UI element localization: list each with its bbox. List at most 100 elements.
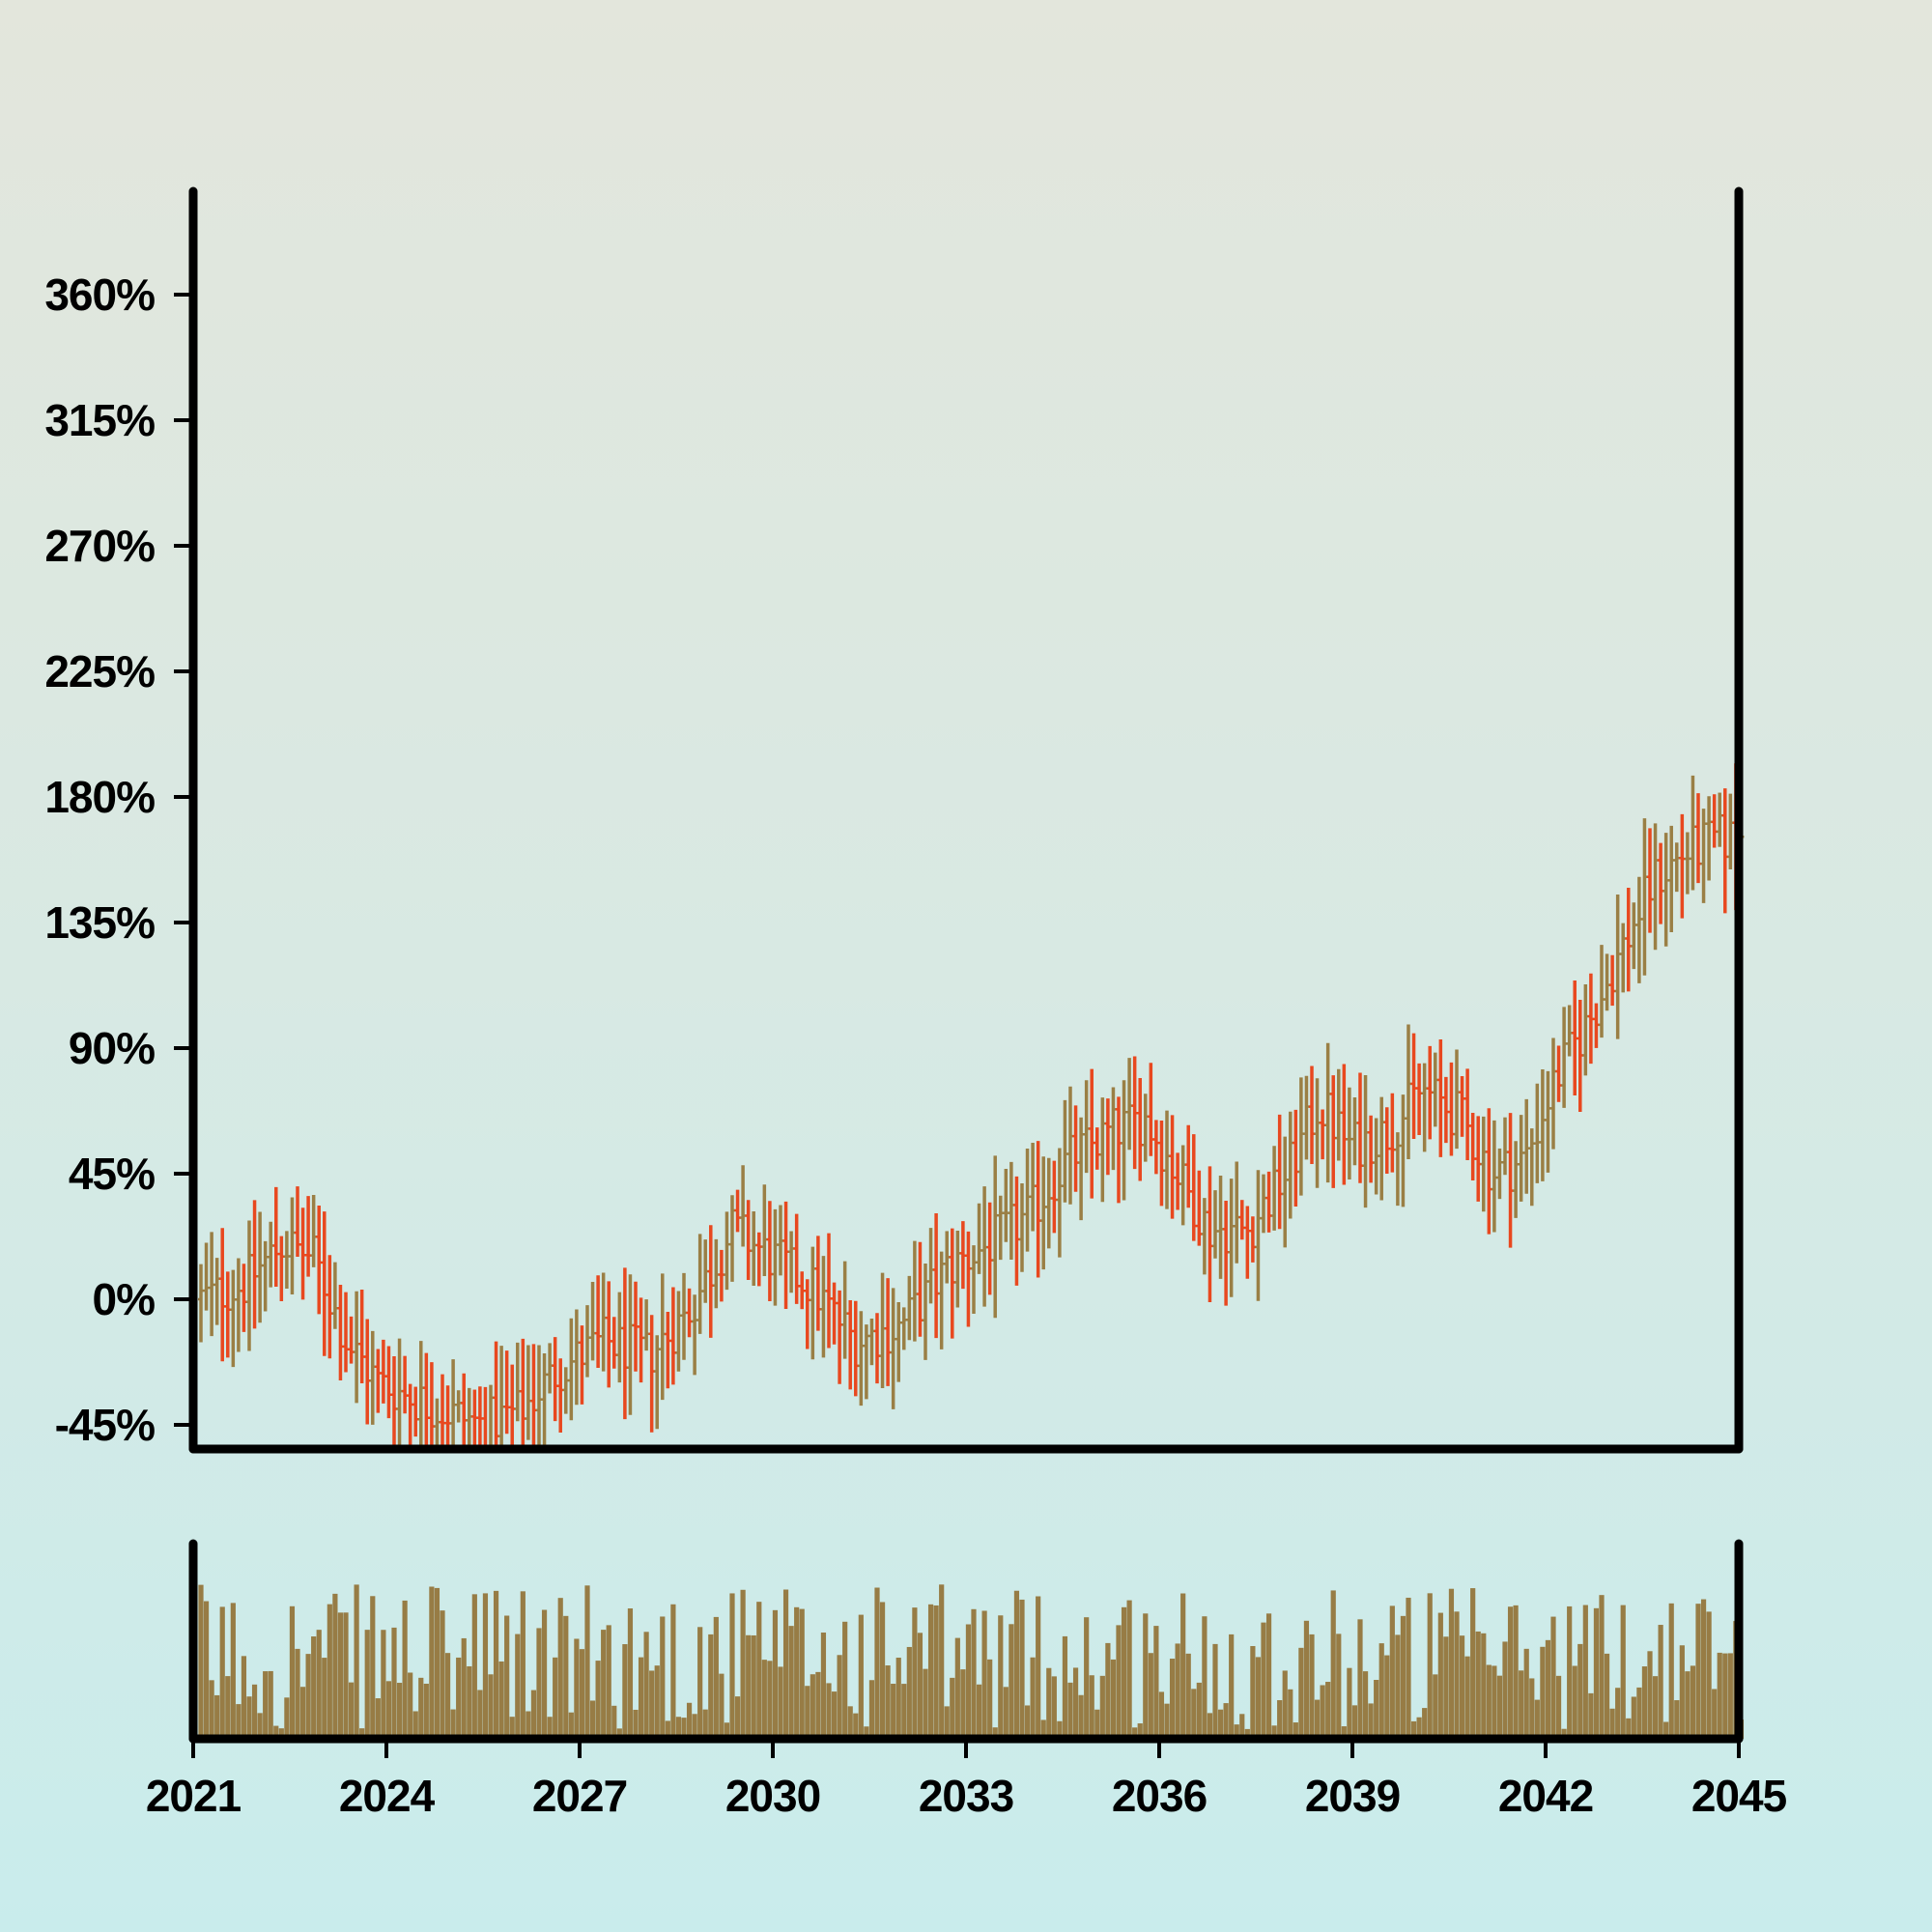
ohlc-bar xyxy=(1297,1077,1304,1196)
volume-bar xyxy=(1099,1675,1105,1739)
volume-bar xyxy=(278,1728,284,1739)
volume-bar xyxy=(1368,1703,1374,1739)
volume-bar xyxy=(563,1615,569,1739)
x-tick-label: 2021 xyxy=(146,1771,242,1821)
ohlc-bar xyxy=(268,1221,274,1288)
ohlc-bar xyxy=(584,1305,590,1378)
volume-bar xyxy=(1143,1613,1149,1739)
ohlc-bar xyxy=(369,1330,376,1425)
ohlc-bar xyxy=(863,1324,869,1400)
ohlc-bar xyxy=(692,1294,698,1376)
volume-bar xyxy=(601,1630,607,1739)
volume-bar xyxy=(799,1608,805,1739)
volume-bar xyxy=(864,1726,869,1739)
ohlc-bar xyxy=(669,1287,676,1385)
ohlc-bar xyxy=(1282,1136,1289,1248)
volume-bar xyxy=(987,1659,993,1739)
ohlc-bar xyxy=(1089,1068,1095,1199)
volume-bar xyxy=(1207,1713,1213,1739)
ohlc-bar xyxy=(847,1300,854,1390)
volume-bar xyxy=(805,1686,810,1739)
volume-bar xyxy=(826,1683,832,1739)
ohlc-bar xyxy=(331,1262,338,1329)
ohlc-bar xyxy=(305,1196,312,1277)
ohlc-bar xyxy=(514,1342,521,1422)
volume-bar xyxy=(348,1682,355,1739)
ohlc-bar xyxy=(1614,894,1621,1039)
ohlc-bar xyxy=(1464,1068,1471,1160)
ohlc-bar xyxy=(820,1256,827,1358)
volume-bar xyxy=(729,1593,735,1739)
ohlc-bar xyxy=(1604,953,1610,1011)
y-tick-label: 0% xyxy=(93,1274,156,1324)
ohlc-bar xyxy=(1421,1063,1428,1152)
volume-bar xyxy=(686,1702,693,1739)
ohlc-bar xyxy=(1706,796,1713,881)
ohlc-bar xyxy=(343,1292,349,1373)
volume-bar xyxy=(992,1727,998,1739)
volume-bar xyxy=(616,1728,622,1739)
ohlc-bar xyxy=(885,1278,892,1386)
ohlc-bar xyxy=(707,1225,714,1338)
volume-bar xyxy=(965,1624,972,1739)
volume-bar xyxy=(1647,1651,1653,1739)
ohlc-bar xyxy=(1406,1024,1411,1159)
ohlc-bar xyxy=(391,1355,397,1449)
ohlc-bar xyxy=(1207,1166,1213,1303)
ohlc-bar xyxy=(589,1282,596,1361)
ohlc-bar xyxy=(1502,1117,1508,1176)
ohlc-bar xyxy=(1566,1005,1573,1057)
volume-bar xyxy=(1089,1675,1094,1739)
ohlc-bar xyxy=(493,1341,499,1449)
volume-bar xyxy=(332,1593,338,1739)
ohlc-bar xyxy=(611,1317,617,1369)
volume-bar xyxy=(1658,1625,1663,1739)
y-tick-label: 45% xyxy=(69,1149,155,1199)
volume-bar xyxy=(1271,1725,1277,1739)
x-tick-label: 2045 xyxy=(1691,1771,1787,1821)
volume-bar xyxy=(461,1637,467,1739)
x-tick-label: 2030 xyxy=(725,1771,820,1821)
volume-bar xyxy=(954,1637,960,1739)
volume-bar xyxy=(842,1621,848,1739)
volume-bar xyxy=(1507,1606,1514,1739)
ohlc-bar xyxy=(1072,1105,1079,1192)
ohlc-bar xyxy=(1593,1003,1600,1048)
ohlc-bar xyxy=(938,1251,945,1350)
volume-bar xyxy=(1325,1682,1331,1739)
volume-bar xyxy=(681,1718,687,1739)
volume-bar xyxy=(1239,1714,1245,1739)
x-tick-label: 2042 xyxy=(1498,1771,1593,1821)
ohlc-bar xyxy=(595,1275,602,1368)
volume-bar xyxy=(927,1604,934,1739)
volume-bar xyxy=(933,1605,939,1739)
ohlc-bar xyxy=(1223,1200,1230,1306)
ohlc-bar xyxy=(1475,1116,1482,1202)
ohlc-bar xyxy=(1271,1146,1278,1231)
volume-bar xyxy=(944,1706,950,1739)
volume-bar xyxy=(214,1694,220,1739)
volume-bar xyxy=(1395,1634,1401,1739)
volume-bar xyxy=(343,1612,349,1739)
volume-bar xyxy=(1378,1643,1384,1739)
volume-bar xyxy=(526,1711,531,1739)
volume-bar xyxy=(1362,1671,1369,1739)
volume-bar xyxy=(1496,1675,1503,1739)
ohlc-bar xyxy=(262,1240,269,1312)
ohlc-bar xyxy=(1051,1160,1058,1234)
volume-bar xyxy=(381,1630,386,1739)
volume-bar xyxy=(1550,1616,1556,1739)
ohlc-bar xyxy=(810,1246,816,1360)
volume-bar xyxy=(697,1627,703,1739)
ohlc-bar xyxy=(476,1386,483,1449)
ohlc-bar xyxy=(364,1319,371,1425)
volume-bar xyxy=(1529,1678,1535,1739)
ohlc-bar xyxy=(616,1292,623,1383)
ohlc-bar xyxy=(230,1269,237,1368)
volume-bar xyxy=(450,1709,456,1739)
x-tick-label: 2039 xyxy=(1305,1771,1400,1821)
ohlc-bar xyxy=(272,1186,279,1288)
volume-bar xyxy=(1475,1631,1481,1739)
volume-bar xyxy=(815,1671,821,1739)
volume-bar xyxy=(606,1625,611,1739)
